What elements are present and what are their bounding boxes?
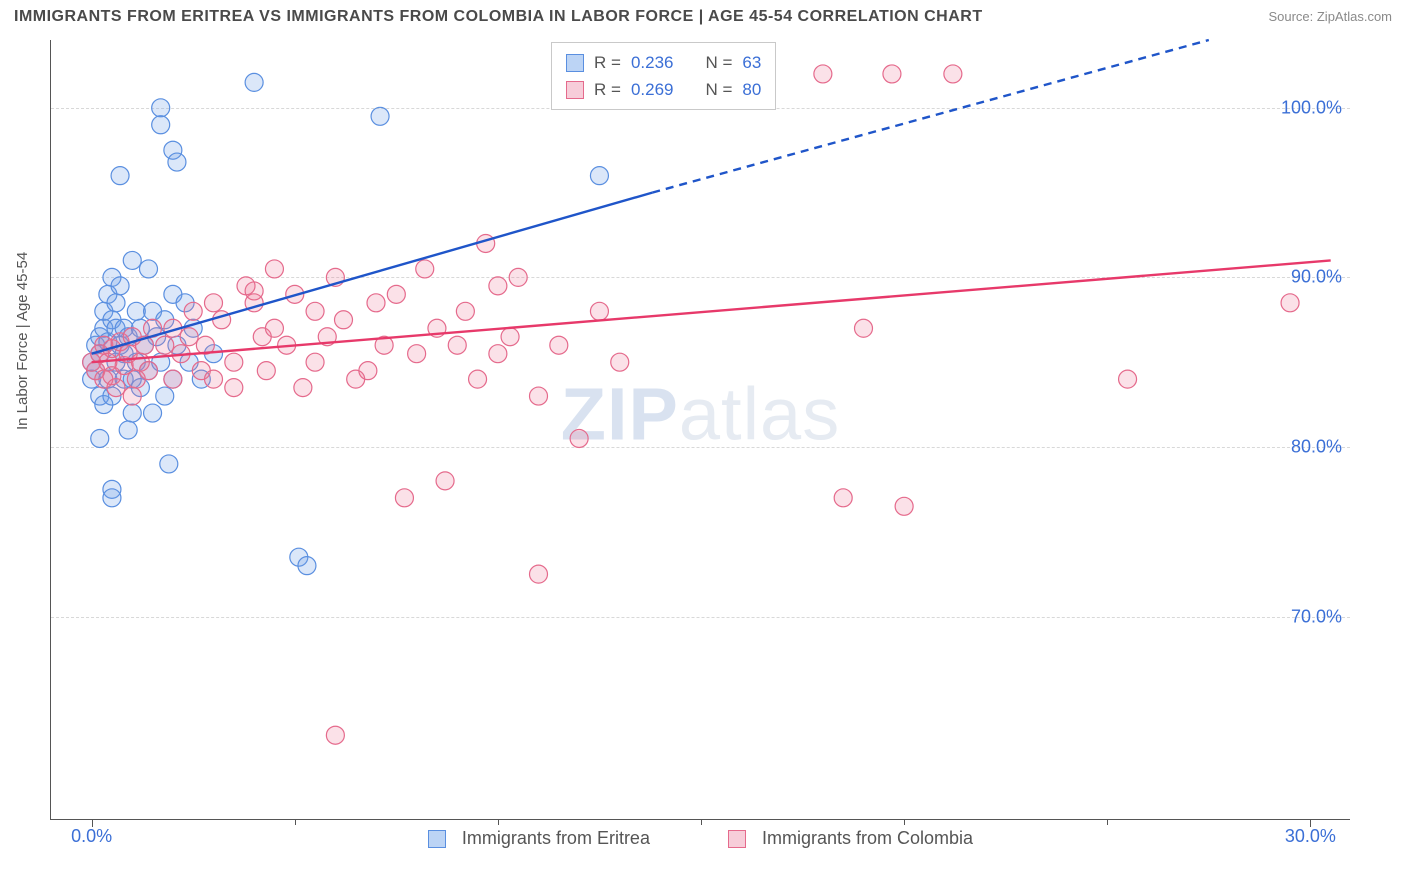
chart-title: IMMIGRANTS FROM ERITREA VS IMMIGRANTS FR… [14,8,983,26]
plot-area: ZIPatlas R = 0.236 N = 63 R = 0.269 N = … [50,40,1350,820]
legend-row-eritrea: R = 0.236 N = 63 [566,49,761,76]
series-legend: Immigrants from Eritrea Immigrants from … [51,827,1350,849]
y-axis-label: In Labor Force | Age 45-54 [14,252,31,430]
correlation-legend: R = 0.236 N = 63 R = 0.269 N = 80 [551,42,776,110]
legend-row-colombia: R = 0.269 N = 80 [566,76,761,103]
source-label: Source: ZipAtlas.com [1268,9,1392,24]
swatch-eritrea [566,54,584,72]
swatch-eritrea-bottom [428,830,446,848]
scatter-svg [51,40,1350,819]
swatch-colombia [566,81,584,99]
swatch-colombia-bottom [728,830,746,848]
